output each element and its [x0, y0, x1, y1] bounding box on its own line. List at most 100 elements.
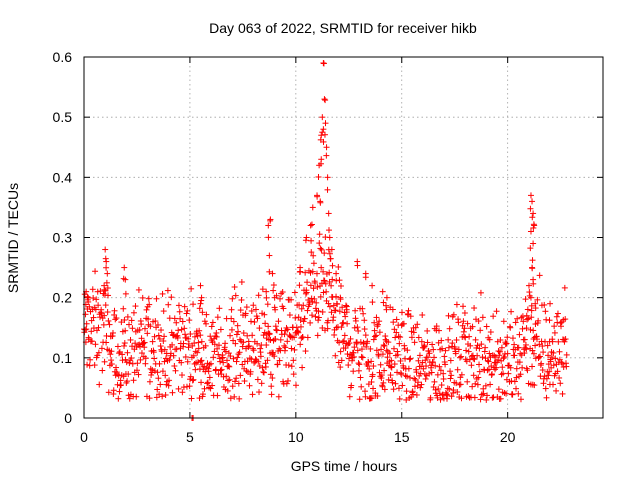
- data-point: [517, 396, 524, 403]
- data-point: [309, 312, 316, 319]
- data-point: [319, 308, 326, 315]
- data-point: [136, 326, 143, 333]
- data-point: [228, 315, 235, 322]
- data-point: [319, 129, 326, 136]
- data-point: [417, 384, 424, 391]
- data-point: [287, 333, 294, 340]
- data-point: [412, 324, 419, 331]
- data-point: [149, 366, 156, 373]
- data-point: [471, 394, 478, 401]
- data-point: [262, 320, 269, 327]
- data-point: [461, 309, 468, 316]
- data-point: [530, 210, 537, 217]
- data-point: [546, 368, 553, 375]
- data-point: [263, 288, 270, 295]
- data-point: [420, 365, 427, 372]
- data-point: [101, 286, 108, 293]
- data-point: [240, 330, 247, 337]
- data-point: [384, 354, 391, 361]
- data-point: [297, 341, 304, 348]
- data-point: [124, 378, 131, 385]
- data-point: [542, 385, 549, 392]
- data-point: [98, 345, 105, 352]
- data-point: [291, 334, 298, 341]
- data-point: [524, 367, 531, 374]
- data-point: [249, 391, 256, 398]
- data-point: [313, 299, 320, 306]
- data-point: [387, 363, 394, 370]
- data-point: [453, 380, 460, 387]
- data-point: [268, 391, 275, 398]
- data-point: [371, 333, 378, 340]
- data-point: [142, 355, 149, 362]
- data-point: [267, 371, 274, 378]
- data-point: [445, 344, 452, 351]
- data-point: [271, 294, 278, 301]
- data-point: [376, 318, 383, 325]
- data-point: [119, 357, 126, 364]
- data-point: [490, 313, 497, 320]
- data-point: [187, 331, 194, 338]
- data-point: [195, 345, 202, 352]
- data-point: [485, 358, 492, 365]
- data-point: [559, 390, 566, 397]
- data-point: [142, 360, 149, 367]
- data-point: [88, 328, 95, 335]
- data-point: [220, 359, 227, 366]
- data-point: [317, 245, 324, 252]
- data-point: [369, 282, 376, 289]
- data-point: [407, 374, 414, 381]
- data-point: [161, 358, 168, 365]
- data-point: [354, 347, 361, 354]
- data-point: [418, 338, 425, 345]
- data-point: [395, 385, 402, 392]
- data-point: [246, 342, 253, 349]
- data-point: [422, 357, 429, 364]
- data-point: [168, 294, 175, 301]
- data-point: [411, 339, 418, 346]
- data-point: [318, 264, 325, 271]
- data-point: [554, 319, 561, 326]
- data-point: [196, 305, 203, 312]
- data-point: [527, 205, 534, 212]
- data-point: [347, 335, 354, 342]
- data-point: [169, 341, 176, 348]
- data-point: [470, 372, 477, 379]
- data-point: [410, 391, 417, 398]
- data-point: [235, 328, 242, 335]
- data-point: [368, 378, 375, 385]
- data-point: [394, 369, 401, 376]
- data-point: [164, 287, 171, 294]
- data-point: [297, 317, 304, 324]
- data-point: [509, 391, 516, 398]
- data-point: [150, 349, 157, 356]
- data-point: [214, 314, 221, 321]
- data-point: [380, 342, 387, 349]
- data-point: [507, 324, 514, 331]
- data-point: [383, 306, 390, 313]
- data-point: [132, 340, 139, 347]
- data-point: [217, 367, 224, 374]
- data-point: [311, 295, 318, 302]
- data-point: [551, 323, 558, 330]
- data-point: [108, 357, 115, 364]
- data-point: [301, 315, 308, 322]
- data-point: [250, 347, 257, 354]
- data-point: [227, 332, 234, 339]
- data-point: [389, 379, 396, 386]
- data-point: [116, 388, 123, 395]
- data-point: [94, 288, 101, 295]
- y-tick-label: 0.1: [53, 350, 73, 366]
- data-point: [198, 338, 205, 345]
- data-point: [198, 357, 205, 364]
- data-point: [556, 374, 563, 381]
- data-point: [265, 222, 272, 229]
- data-point: [248, 307, 255, 314]
- data-point: [547, 358, 554, 365]
- data-point: [207, 385, 214, 392]
- data-point: [373, 347, 380, 354]
- data-point: [552, 355, 559, 362]
- data-point: [503, 390, 510, 397]
- data-point: [488, 363, 495, 370]
- data-point: [362, 332, 369, 339]
